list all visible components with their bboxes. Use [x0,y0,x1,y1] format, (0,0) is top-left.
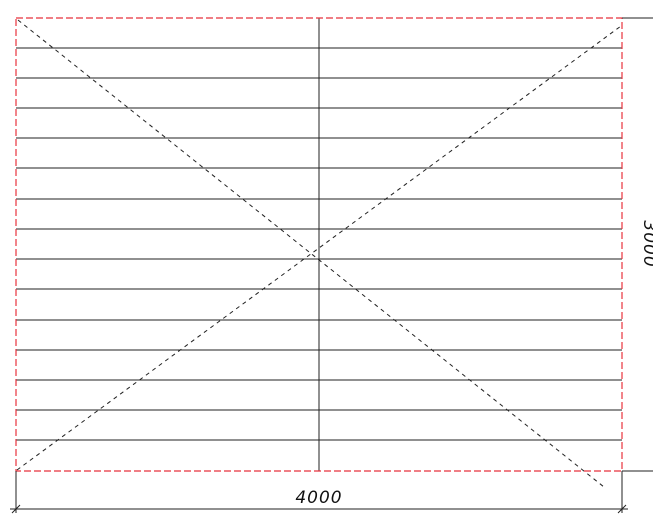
width-dimension [10,504,628,514]
diagonal-cross [16,19,622,488]
diagonal-line-2 [16,25,622,471]
width-tick-right [617,504,627,514]
extension-lines [15,17,653,513]
height-dimension-label: 3000 [639,220,653,267]
boundary-rectangle [15,17,623,472]
width-dimension-label: 4000 [295,488,342,508]
diagonal-line-1 [17,19,605,488]
width-tick-left [11,504,21,514]
